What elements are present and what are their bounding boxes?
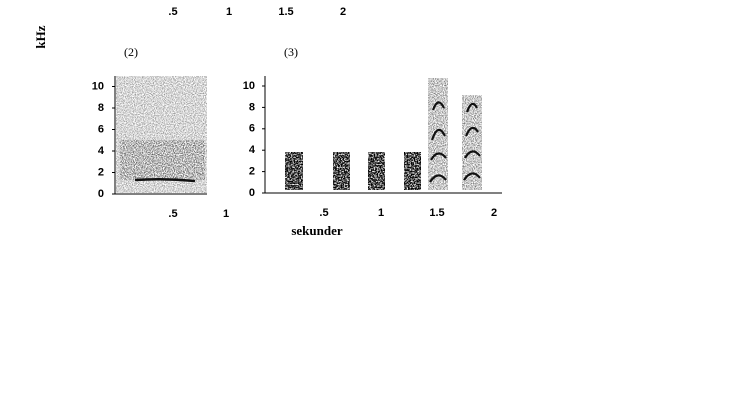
x-tick-label: 1	[378, 207, 384, 219]
y-tick-label: 0	[249, 187, 255, 199]
top-tick-label: .5	[168, 6, 177, 18]
y-tick-label: 6	[98, 123, 104, 135]
y-tick-label: 6	[249, 123, 255, 135]
y-tick-label: 10	[92, 80, 104, 92]
top-tick-label: 2	[340, 6, 346, 18]
axes	[114, 76, 502, 195]
y-tick-label: 2	[249, 166, 255, 178]
y-tick-label: 8	[249, 101, 255, 113]
x-tick-label: .5	[168, 208, 177, 220]
y-axis-title: kHz	[33, 25, 48, 48]
top-tick-label: 1.5	[278, 6, 293, 18]
x-tick-label: 2	[491, 207, 497, 219]
y-tick-label: 2	[98, 166, 104, 178]
panel-label: (2)	[124, 45, 138, 59]
y-tick-label: 10	[243, 80, 255, 92]
y-tick-label: 0	[98, 188, 104, 200]
x-tick-label: 1.5	[429, 207, 444, 219]
top-tick-label: 1	[226, 6, 232, 18]
x-tick-label: .5	[319, 207, 328, 219]
x-axis-title: sekunder	[291, 223, 343, 238]
y-tick-label: 8	[98, 102, 104, 114]
spectrogram-2	[116, 76, 207, 193]
spectrogram-3	[285, 78, 482, 190]
y-tick-label: 4	[249, 144, 256, 156]
x-tick-label: 1	[223, 208, 229, 220]
panel-label: (3)	[284, 45, 298, 59]
y-tick-label: 4	[98, 145, 105, 157]
